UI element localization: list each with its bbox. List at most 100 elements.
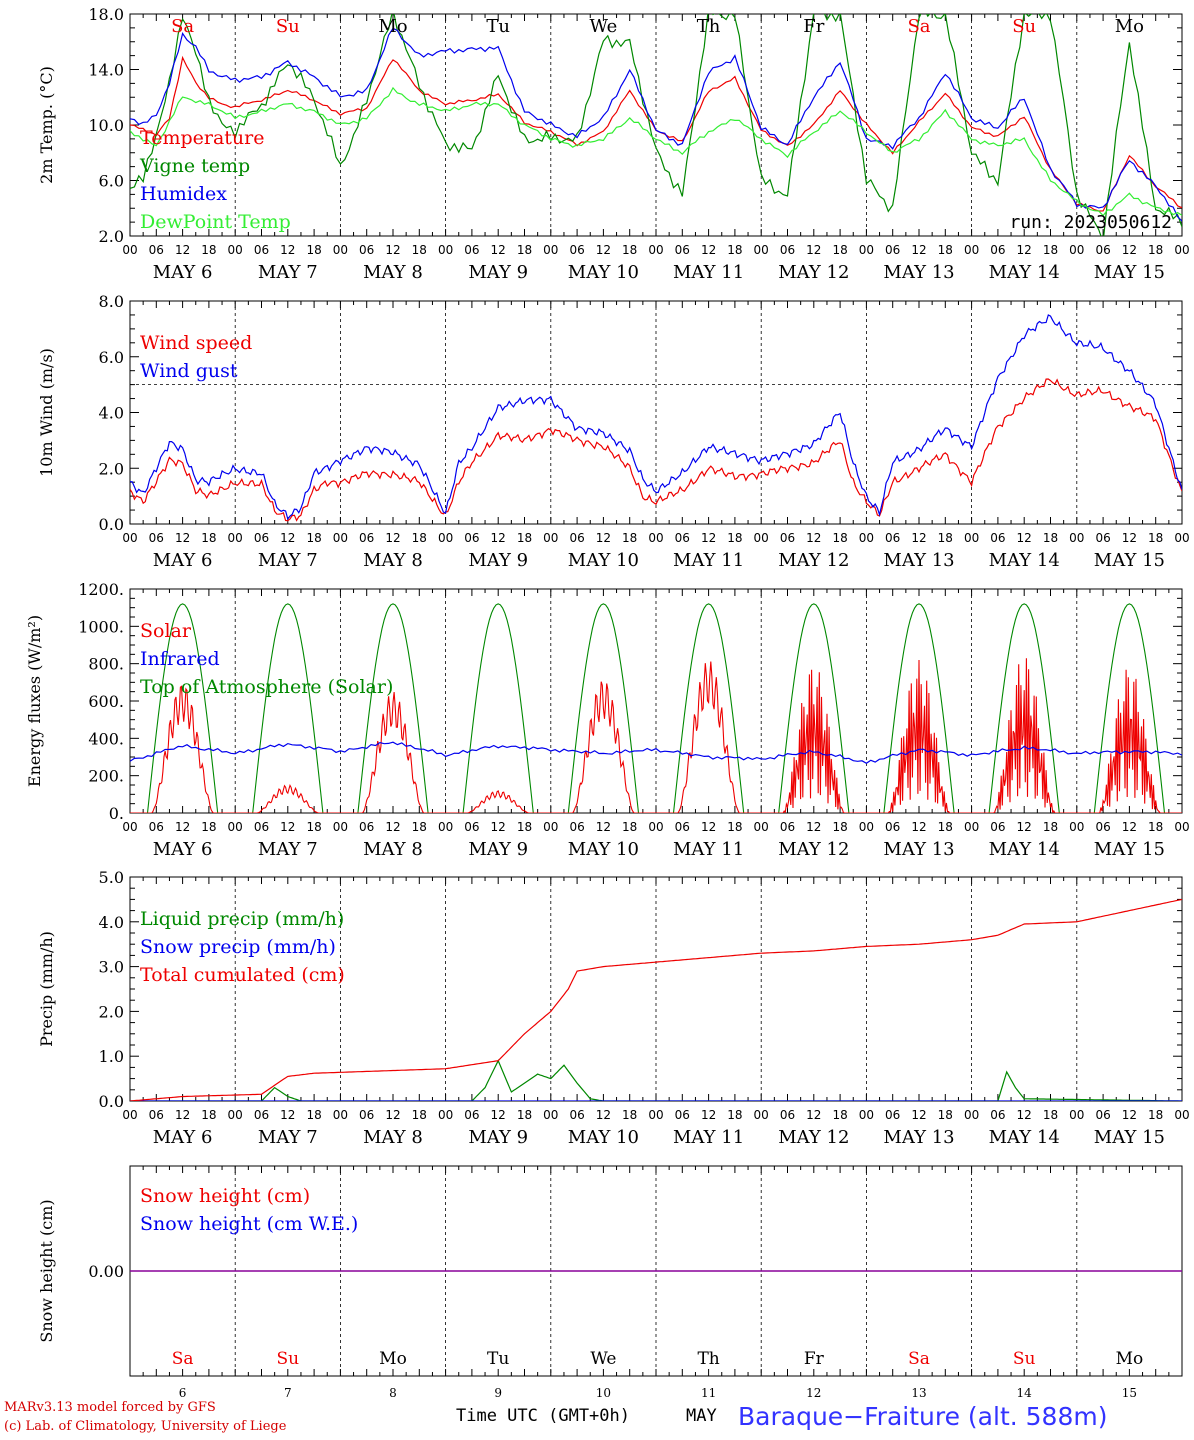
day-number-label: 9 xyxy=(494,1386,502,1400)
hour-label: 12 xyxy=(806,531,821,545)
run-annotation: run: 2023050612 xyxy=(1009,212,1172,233)
hour-label: 12 xyxy=(280,1108,295,1122)
hour-label: 12 xyxy=(491,820,506,834)
hour-label: 18 xyxy=(622,1108,637,1122)
hour-label: 12 xyxy=(491,531,506,545)
hour-label: 00 xyxy=(333,531,348,545)
hour-label: 12 xyxy=(701,243,716,257)
lab-credit: (c) Lab. of Climatology, University of L… xyxy=(4,1419,287,1434)
hour-label: 18 xyxy=(517,531,532,545)
hour-label: 18 xyxy=(938,531,953,545)
hour-label: 06 xyxy=(359,531,374,545)
series-line-top-of-atmosphere xyxy=(130,603,1182,813)
hour-label: 12 xyxy=(806,1108,821,1122)
date-label: MAY 15 xyxy=(1094,1127,1165,1148)
y-tick-label: 4.0 xyxy=(99,404,124,423)
hour-label: 12 xyxy=(385,243,400,257)
hour-label: 12 xyxy=(1122,1108,1137,1122)
hour-label: 12 xyxy=(596,531,611,545)
hour-label: 06 xyxy=(780,243,795,257)
hour-label: 18 xyxy=(1148,243,1163,257)
hour-label: 00 xyxy=(228,820,243,834)
day-abbr-label: Sa xyxy=(908,1349,930,1369)
hour-label: 18 xyxy=(517,1108,532,1122)
hour-label: 06 xyxy=(149,531,164,545)
hour-label: 06 xyxy=(780,820,795,834)
chart-panel-5: 0.00 Snow height (cm) Sa 6 Su 7 Mo 8 Tu 9 We 10 Th 11… xyxy=(37,1165,1183,1400)
hour-label: 18 xyxy=(306,820,321,834)
day-abbr-label: Sa xyxy=(172,1349,194,1369)
hour-label: 12 xyxy=(911,243,926,257)
day-abbr-label: Mo xyxy=(379,1349,407,1369)
hour-label: 00 xyxy=(1174,1108,1189,1122)
hour-label: 18 xyxy=(201,531,216,545)
hour-label: 00 xyxy=(859,820,874,834)
date-label: MAY 14 xyxy=(989,839,1060,860)
date-label: MAY 9 xyxy=(468,1127,528,1148)
hour-label: 00 xyxy=(333,243,348,257)
hour-label: 12 xyxy=(1122,531,1137,545)
day-number-label: 8 xyxy=(389,1386,397,1400)
legend-entry: Vigne temp xyxy=(139,155,250,177)
hour-label: 06 xyxy=(254,243,269,257)
hour-label: 12 xyxy=(175,820,190,834)
station-name: Baraque−Fraiture (alt. 588m) xyxy=(738,1402,1108,1431)
chart-panel-3: 0. 200. 400. 600. 800. 1000. 1200. Energy fluxe… xyxy=(25,580,1190,860)
hour-label: 00 xyxy=(964,1108,979,1122)
hour-label: 00 xyxy=(438,531,453,545)
date-label: MAY 12 xyxy=(778,550,849,571)
hour-label: 06 xyxy=(675,531,690,545)
hour-label: 06 xyxy=(1095,531,1110,545)
series-line-solar xyxy=(130,658,1182,813)
legend-entry: Wind gust xyxy=(140,360,238,382)
hour-label: 00 xyxy=(438,243,453,257)
series-line-total-cumulated-cm- xyxy=(130,898,1182,1101)
hour-label: 00 xyxy=(122,820,137,834)
legend-entry: Infrared xyxy=(140,648,220,670)
hour-label: 06 xyxy=(675,820,690,834)
hour-label: 06 xyxy=(1095,243,1110,257)
y-axis-label: Snow height (cm) xyxy=(37,1199,56,1342)
day-abbr-label: Mo xyxy=(378,16,407,37)
hour-label: 06 xyxy=(254,820,269,834)
y-tick-label: 2.0 xyxy=(99,227,124,246)
hour-label: 00 xyxy=(543,243,558,257)
hour-label: 12 xyxy=(1017,1108,1032,1122)
hour-label: 06 xyxy=(569,820,584,834)
x-axis-month: MAY xyxy=(686,1406,717,1426)
date-label: MAY 15 xyxy=(1094,262,1165,283)
hour-label: 06 xyxy=(359,1108,374,1122)
hour-label: 18 xyxy=(622,820,637,834)
day-number-label: 13 xyxy=(911,1386,926,1400)
hour-label: 12 xyxy=(1017,531,1032,545)
hour-label: 00 xyxy=(543,531,558,545)
hour-label: 06 xyxy=(464,820,479,834)
y-tick-label: 1000. xyxy=(78,617,124,636)
hour-label: 18 xyxy=(1148,1108,1163,1122)
y-tick-label: 4.0 xyxy=(99,913,124,932)
hour-label: 06 xyxy=(675,243,690,257)
hour-label: 00 xyxy=(438,1108,453,1122)
hour-label: 18 xyxy=(1043,531,1058,545)
legend-entry: Liquid precip (mm/h) xyxy=(140,908,344,930)
hour-label: 06 xyxy=(464,1108,479,1122)
day-abbr-label: Su xyxy=(1013,1349,1036,1369)
hour-label: 18 xyxy=(1043,820,1058,834)
y-axis-label: Energy fluxes (W/m²) xyxy=(25,615,44,787)
day-number-label: 15 xyxy=(1122,1386,1137,1400)
day-abbr-label: Fr xyxy=(804,1349,825,1369)
hour-label: 18 xyxy=(622,531,637,545)
date-label: MAY 9 xyxy=(468,839,528,860)
plot-area xyxy=(130,14,1182,236)
hour-label: 18 xyxy=(727,531,742,545)
legend-entry: Snow height (cm) xyxy=(140,1185,310,1207)
hour-label: 00 xyxy=(1069,243,1084,257)
hour-label: 18 xyxy=(938,243,953,257)
hour-label: 18 xyxy=(201,820,216,834)
hour-label: 00 xyxy=(122,243,137,257)
day-number-label: 7 xyxy=(284,1386,292,1400)
hour-label: 06 xyxy=(990,531,1005,545)
legend-entry: Solar xyxy=(140,620,192,642)
day-number-label: 10 xyxy=(596,1386,611,1400)
hour-label: 12 xyxy=(280,820,295,834)
